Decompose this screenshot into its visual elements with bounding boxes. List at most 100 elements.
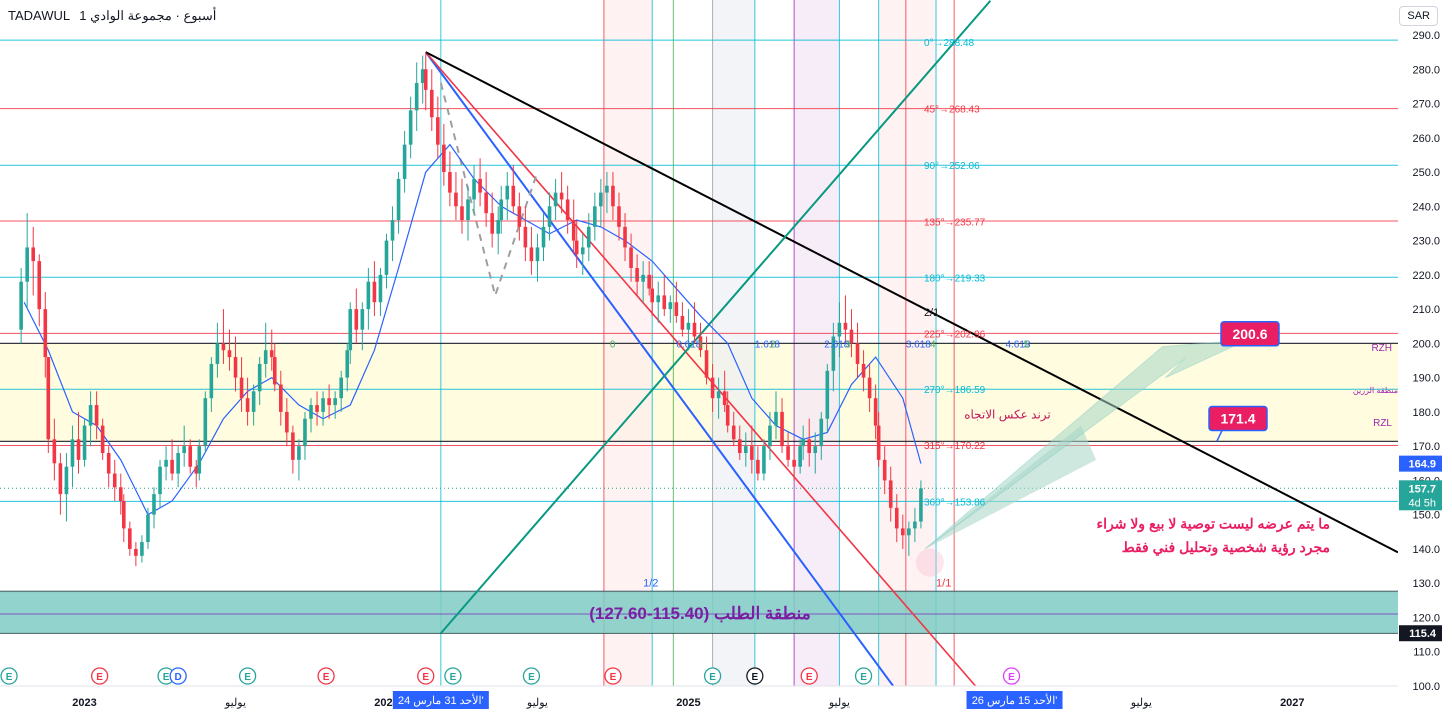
earnings-marker (800, 667, 818, 685)
candle-body (762, 446, 766, 474)
y-tick-label: 290.0 (1412, 30, 1440, 42)
candle-body (623, 226, 627, 248)
fib-ratio-label: 2.618 (824, 339, 849, 350)
y-tick-label: 220.0 (1412, 270, 1440, 282)
earnings-marker (1002, 667, 1021, 685)
event-marker-letter: E (752, 672, 759, 683)
price-badge-value: 115.4 (1409, 628, 1437, 640)
candle-body (164, 459, 168, 467)
disclaimer-line-2: مجرد رؤية شخصية وتحليل فني فقط (1122, 539, 1330, 556)
candle-body (94, 405, 99, 426)
earnings-marker (0, 667, 18, 685)
candle-body (396, 178, 401, 221)
candle-body (345, 350, 350, 378)
y-tick-label: 180.0 (1412, 407, 1440, 419)
candle-body (194, 466, 199, 474)
demand-zone-label: منطقة الطلب (115.40-127.60) (589, 604, 811, 623)
fib-angle-label: 45°→268.43 (924, 104, 980, 115)
candle-body (152, 494, 156, 515)
candle-body (436, 117, 440, 145)
candle-body (547, 206, 552, 227)
x-tick-label: يوليو (224, 697, 246, 709)
fan-line-green (440, 0, 992, 634)
candle-body (517, 206, 522, 227)
candle-body (831, 336, 836, 371)
candle-body (215, 343, 220, 364)
fib-angle-label: 225°→202.96 (924, 329, 986, 340)
price-badge (1399, 480, 1442, 511)
candle-body (704, 350, 709, 378)
candle-body (907, 528, 911, 536)
candle-body (565, 199, 570, 221)
earnings-marker (238, 667, 257, 685)
currency-button[interactable]: SAR (1399, 6, 1438, 26)
candle-body (605, 185, 609, 193)
candle-body (792, 459, 796, 467)
candle-body (737, 439, 742, 454)
candle-body (478, 178, 482, 193)
candle-body (674, 302, 679, 316)
candle-body (499, 199, 504, 221)
candle-body (505, 185, 510, 200)
candle-body (43, 309, 48, 358)
earnings-marker (417, 667, 435, 685)
candle-body (490, 213, 494, 234)
zone-label: منطقة الزرين (1353, 386, 1398, 395)
fan-line-blue (424, 51, 907, 704)
candle-body (593, 206, 597, 227)
candle-body (586, 226, 591, 248)
candle-body (239, 377, 244, 399)
dividend-marker (169, 667, 187, 685)
earnings-marker (703, 667, 722, 685)
candle-body (414, 82, 419, 111)
candle-body (360, 309, 365, 330)
event-marker-letter: E (244, 672, 251, 683)
event-marker-letter: E (806, 672, 813, 683)
candle-body (279, 384, 283, 412)
candle-body (37, 261, 42, 310)
exchange-label: TADAWUL (8, 8, 70, 23)
candle-body (756, 459, 760, 474)
target-high-box (1220, 321, 1280, 347)
ratio-label: 1/1 (936, 578, 951, 590)
y-tick-label: 140.0 (1412, 544, 1440, 556)
candle-body (716, 391, 721, 399)
candle-body (901, 528, 905, 536)
candle-body (146, 514, 150, 543)
candle-body (245, 398, 250, 412)
rzl-label: RZL (1373, 418, 1392, 429)
earnings-marker (746, 667, 764, 685)
candle-body (873, 398, 878, 426)
candle-body (106, 453, 111, 474)
candle-body (209, 363, 214, 399)
candle-body (780, 411, 784, 447)
candle-body (251, 391, 256, 412)
candle-body (466, 199, 470, 221)
fib-ratio-label: 1.618 (755, 339, 780, 350)
candle-body (46, 357, 51, 440)
y-tick-label: 150.0 (1412, 510, 1440, 522)
fib-angle-label: 315°→170.22 (924, 441, 986, 452)
candle-body (263, 350, 268, 364)
candle-body (182, 446, 186, 454)
candle-body (837, 322, 842, 337)
fib-ratio-label: 0.618 (676, 339, 701, 350)
candle-body (88, 405, 93, 426)
chart-header: TADAWUL 1 أسبوع · مجموعة الوادي (8, 8, 216, 24)
event-marker-letter: E (96, 672, 103, 683)
candle-body (378, 274, 383, 303)
candle-body (309, 405, 313, 419)
candle-body (825, 370, 830, 419)
y-tick-label: 190.0 (1412, 373, 1440, 385)
candle-body (750, 446, 754, 460)
earnings-marker (317, 667, 335, 685)
target-low-value: 171.4 (1220, 410, 1255, 426)
zigzag-dashed (439, 82, 539, 299)
rzh-label: RZH (1371, 343, 1392, 354)
candle-body (559, 192, 564, 200)
event-marker-letter: E (163, 672, 170, 683)
fib-ratio-label: 4 (930, 339, 936, 350)
event-marker-letter: D (175, 672, 182, 683)
